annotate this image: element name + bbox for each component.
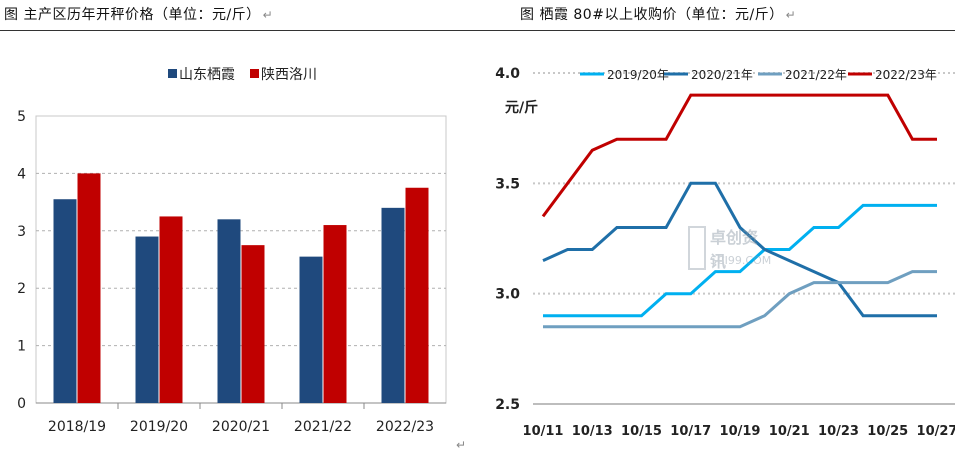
series-line-4	[541, 93, 937, 218]
legend-label: 2020/21年	[691, 68, 753, 82]
y-tick-label: 4.0	[495, 66, 520, 82]
series-line-1	[543, 203, 937, 318]
x-tick-label: 10/19	[720, 424, 761, 439]
y-tick-label: 3.5	[495, 176, 520, 192]
return-mark: ↵	[785, 8, 797, 22]
left-caption-text: 图 主产区历年开秤价格（单位：元/斤）	[4, 7, 261, 23]
legend-label: 2019/20年	[607, 68, 669, 82]
y-tick-label: 3.0	[495, 287, 520, 303]
bar-shandong	[53, 199, 77, 403]
y-tick-label: 5	[17, 109, 26, 125]
y-tick-label: 0	[17, 396, 26, 412]
x-tick-label: 2021/22	[294, 419, 352, 435]
return-mark: ↵	[262, 8, 274, 22]
y-tick-label: 2.5	[495, 397, 520, 413]
bar-shaanxi	[77, 173, 101, 403]
caption-divider	[0, 30, 955, 31]
x-tick-label: 10/27	[917, 424, 955, 439]
bar-shaanxi	[241, 245, 265, 403]
x-tick-label: 10/11	[523, 424, 564, 439]
bar-shaanxi	[405, 187, 429, 403]
legend-swatch	[250, 69, 259, 78]
x-tick-label: 2022/23	[376, 419, 434, 435]
x-tick-label: 10/15	[621, 424, 662, 439]
y-tick-label: 4	[17, 166, 26, 182]
bar-shaanxi	[159, 216, 183, 403]
bar-shandong	[217, 219, 241, 403]
series-line-2	[542, 181, 937, 318]
return-mark: ↵	[456, 438, 467, 452]
y-tick-label: 1	[17, 339, 26, 355]
legend-label: 陕西洛川	[261, 67, 317, 83]
legend-label: 山东栖霞	[179, 67, 235, 83]
watermark: 卓创资讯 SCI99.COM	[688, 224, 772, 274]
legend-label: 2021/22年	[785, 68, 847, 82]
left-chart-caption: 图 主产区历年开秤价格（单位：元/斤） ↵	[4, 4, 273, 24]
series-line-3	[543, 270, 937, 329]
legend-label: 2022/23年	[875, 68, 937, 82]
x-tick-label: 2018/19	[48, 419, 106, 435]
y-axis-unit: 元/斤	[505, 99, 538, 116]
x-tick-label: 10/17	[670, 424, 711, 439]
y-tick-label: 3	[17, 224, 26, 240]
x-tick-label: 10/21	[769, 424, 810, 439]
x-tick-label: 10/23	[818, 424, 859, 439]
x-tick-label: 10/13	[572, 424, 613, 439]
watermark-url: SCI99.COM	[710, 254, 772, 267]
x-tick-label: 10/25	[867, 424, 908, 439]
right-caption-text: 图 栖霞 80#以上收购价（单位：元/斤）	[520, 7, 784, 23]
right-chart-caption: 图 栖霞 80#以上收购价（单位：元/斤） ↵	[520, 4, 796, 24]
bar-shandong	[381, 207, 405, 403]
bar-shaanxi	[323, 225, 347, 403]
x-tick-label: 2019/20	[130, 419, 188, 435]
watermark-logo-icon	[688, 226, 706, 270]
bar-shandong	[299, 256, 323, 403]
y-tick-label: 2	[17, 281, 26, 297]
x-tick-label: 2020/21	[212, 419, 270, 435]
legend-swatch	[168, 69, 177, 78]
bar-shandong	[135, 236, 159, 403]
watermark-text: 卓创资讯	[710, 228, 759, 271]
